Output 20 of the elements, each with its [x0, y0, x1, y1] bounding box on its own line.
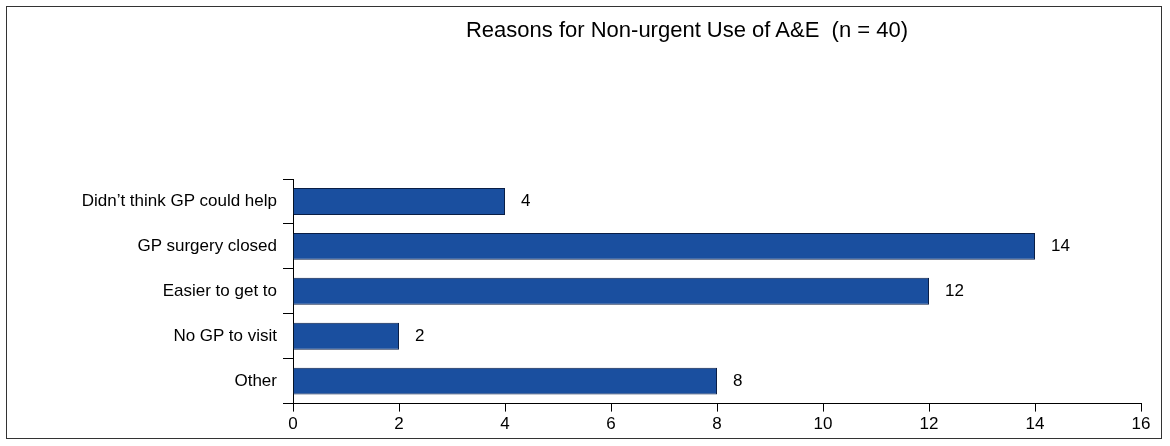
y-tick-label: GP surgery closed — [137, 236, 277, 256]
x-tick-label: 14 — [1025, 414, 1045, 434]
y-tick-label: No GP to visit — [173, 325, 278, 345]
x-tick-label: 10 — [813, 414, 833, 434]
data-label: 12 — [945, 280, 964, 300]
chart-title: Reasons for Non-urgent Use of A&E (n = 40) — [464, 17, 910, 43]
x-tick-label: 6 — [606, 414, 616, 434]
data-label: 14 — [1051, 236, 1070, 256]
x-tick-label: 16 — [1131, 414, 1151, 434]
x-tick-label: 2 — [394, 414, 404, 434]
x-tick-label: 8 — [712, 414, 722, 434]
x-tick-label: 12 — [919, 414, 939, 434]
y-tick-label: Other — [234, 370, 278, 390]
data-label: 2 — [415, 325, 425, 345]
data-label: 4 — [521, 191, 531, 211]
y-tick-label: Didn’t think GP could help — [81, 191, 277, 211]
y-tick-label: Easier to get to — [162, 280, 277, 300]
data-label: 8 — [733, 370, 743, 390]
x-tick-label: 4 — [500, 414, 510, 434]
x-tick-label: 0 — [288, 414, 298, 434]
